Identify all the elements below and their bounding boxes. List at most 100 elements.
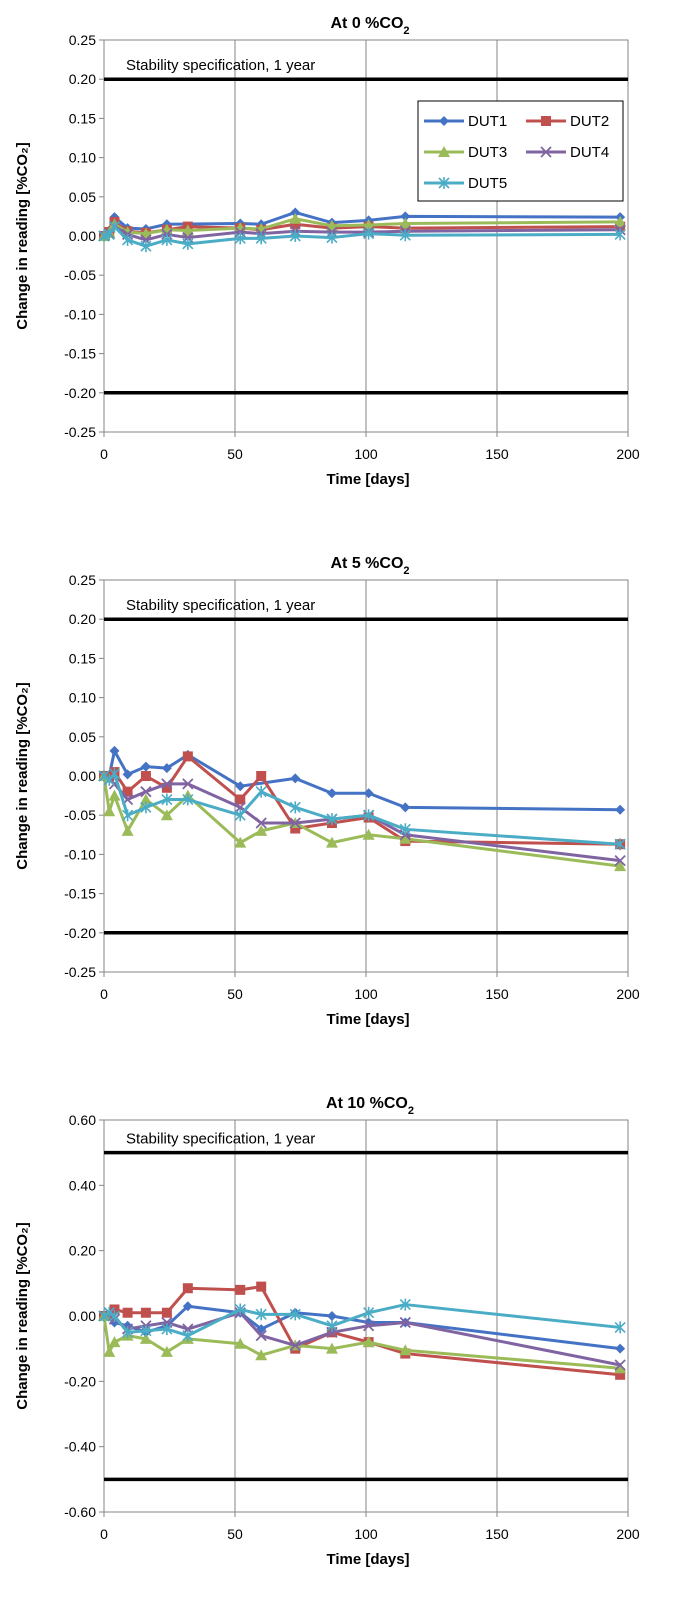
data-point xyxy=(122,786,133,797)
y-tick-label: 0.20 xyxy=(69,1243,96,1259)
y-tick-label: 0.10 xyxy=(69,690,96,706)
data-point xyxy=(290,773,301,784)
y-tick-label: -0.10 xyxy=(64,846,96,862)
data-point xyxy=(399,832,412,844)
data-point xyxy=(255,1308,267,1321)
data-point xyxy=(140,761,151,772)
x-tick-label: 100 xyxy=(354,986,378,1002)
y-tick-label: -0.20 xyxy=(64,385,96,401)
data-point xyxy=(140,1324,152,1337)
data-point xyxy=(362,1336,375,1348)
data-point xyxy=(160,809,173,821)
data-point xyxy=(181,224,194,236)
legend: DUT1 DUT2 DUT3 DUT4 DUT5 xyxy=(417,100,624,202)
y-tick-label: -0.25 xyxy=(64,424,96,440)
data-point xyxy=(182,793,194,806)
x-tick-label: 50 xyxy=(227,986,243,1002)
data-point xyxy=(363,809,375,822)
spec-label: Stability specification, 1 year xyxy=(126,597,315,614)
data-point xyxy=(140,240,152,253)
data-point xyxy=(256,1281,267,1292)
data-point xyxy=(108,1336,121,1348)
y-tick-label: 0.15 xyxy=(69,650,96,666)
data-point xyxy=(235,794,246,805)
y-tick-label: 0.00 xyxy=(69,228,96,244)
data-point xyxy=(140,786,152,798)
y-tick-label: -0.05 xyxy=(64,267,96,283)
legend-label: DUT5 xyxy=(468,175,507,192)
data-point xyxy=(103,1345,116,1357)
x-tick-label: 100 xyxy=(354,446,378,462)
data-point xyxy=(289,817,301,829)
data-point xyxy=(108,789,121,801)
x-tick-label: 200 xyxy=(616,1526,640,1542)
x-tick-label: 0 xyxy=(100,446,108,462)
legend-marker xyxy=(439,116,449,126)
data-point xyxy=(615,1369,626,1380)
legend-label: DUT1 xyxy=(468,113,507,130)
x-axis-title: Time [days] xyxy=(326,1011,409,1028)
data-point xyxy=(614,1359,626,1371)
data-point xyxy=(614,1362,627,1374)
data-point xyxy=(108,1310,121,1322)
data-point xyxy=(325,1342,338,1354)
legend-marker xyxy=(541,116,551,126)
x-tick-label: 0 xyxy=(100,986,108,1002)
data-point xyxy=(161,782,172,793)
data-point xyxy=(235,1284,246,1295)
data-point xyxy=(109,1304,120,1315)
data-point xyxy=(363,227,375,240)
data-point xyxy=(399,1344,412,1356)
data-point xyxy=(182,778,194,790)
data-point xyxy=(234,232,246,245)
data-point xyxy=(399,217,412,229)
data-point xyxy=(98,1310,110,1322)
data-point xyxy=(326,231,338,244)
data-point xyxy=(161,233,173,246)
data-point xyxy=(122,233,134,246)
data-point xyxy=(363,788,374,799)
y-tick-label: 0.05 xyxy=(69,189,96,205)
data-point xyxy=(139,1332,152,1344)
y-tick-label: -0.20 xyxy=(64,1373,96,1389)
data-point xyxy=(140,1307,151,1318)
data-point xyxy=(614,228,626,241)
data-point xyxy=(326,1319,338,1332)
data-point xyxy=(182,237,194,250)
y-tick-label: 0.20 xyxy=(69,71,96,87)
x-tick-label: 50 xyxy=(227,446,243,462)
series-line xyxy=(103,772,621,846)
data-point xyxy=(182,751,193,762)
data-point xyxy=(290,823,301,834)
data-point xyxy=(182,1301,193,1312)
data-point xyxy=(161,778,173,790)
data-point xyxy=(140,801,152,814)
data-point xyxy=(326,1311,337,1321)
y-axis-title: Change in reading [%CO₂] xyxy=(14,682,31,870)
data-point xyxy=(182,1329,194,1342)
data-point xyxy=(400,211,411,222)
x-axis-title: Time [days] xyxy=(326,1551,409,1568)
data-point xyxy=(326,813,338,826)
y-tick-label: -0.05 xyxy=(64,807,96,823)
data-point xyxy=(614,855,626,867)
data-point xyxy=(108,767,121,780)
chart-5pct-co2: At 5 %CO2 -0.25 -0.20 -0.15 -0.10 -0.05 0.00 0.… xyxy=(14,555,640,1028)
series-dut5 xyxy=(98,1298,626,1342)
data-point xyxy=(615,804,626,815)
data-point xyxy=(289,801,301,814)
data-point xyxy=(103,805,116,817)
legend-marker xyxy=(438,146,450,157)
y-tick-label: 0.00 xyxy=(69,1308,96,1324)
data-point xyxy=(290,219,301,230)
data-point xyxy=(255,1329,267,1342)
chart-10pct-co2: At 10 %CO2 -0.60 -0.40 -0.20 0.00 0.20 0.40 0.6… xyxy=(14,1095,640,1568)
data-point xyxy=(234,222,247,234)
chart-title: At 10 %CO2 xyxy=(326,1095,414,1117)
data-point xyxy=(140,771,151,781)
data-point xyxy=(161,793,173,806)
legend-label: DUT4 xyxy=(570,144,609,161)
data-point xyxy=(160,1345,173,1357)
y-tick-label: -0.40 xyxy=(64,1439,96,1455)
y-tick-label: -0.25 xyxy=(64,964,96,980)
